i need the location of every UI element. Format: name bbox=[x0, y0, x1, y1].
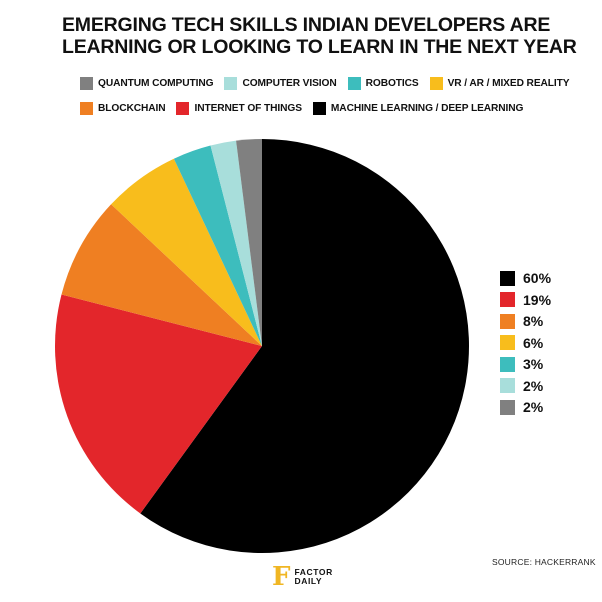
legend-swatch bbox=[312, 102, 326, 115]
pie-slice-quantum-computing bbox=[236, 139, 262, 346]
value-legend-item: 2% bbox=[500, 378, 551, 394]
pie-slice-vr-ar-mixed-reality bbox=[111, 158, 263, 346]
value-label: 60% bbox=[523, 270, 552, 286]
legend-item: ROBOTICS bbox=[347, 77, 419, 90]
legend-swatch bbox=[429, 77, 443, 90]
value-legend-item: 19% bbox=[500, 292, 551, 308]
legend-row: QUANTUM COMPUTING COMPUTER VISION ROBOTICS… bbox=[80, 76, 580, 91]
legend-swatch bbox=[176, 102, 190, 115]
pie-slice-blockchain bbox=[61, 204, 263, 346]
value-swatch bbox=[500, 335, 515, 350]
legend-row: BLOCKCHAIN INTERNET OF THINGS MACHINE LEAR… bbox=[80, 101, 580, 116]
category-legend: QUANTUM COMPUTING COMPUTER VISION ROBOTICS… bbox=[80, 76, 580, 126]
legend-item: INTERNET OF THINGS bbox=[176, 102, 302, 115]
value-swatch bbox=[500, 292, 515, 307]
value-swatch bbox=[500, 399, 515, 415]
pie-slice-machine-learning-deep-learning bbox=[140, 139, 470, 554]
factor-daily-logo: F FACTOR DAILY bbox=[272, 564, 333, 590]
legend-item: QUANTUM COMPUTING bbox=[80, 77, 214, 90]
value-label: 6% bbox=[523, 334, 544, 351]
chart-title-line-1: EMERGING TECH SKILLS INDIAN DEVELOPERS A… bbox=[62, 14, 551, 36]
legend-item: COMPUTER VISION bbox=[224, 77, 337, 90]
value-legend: 60% 19% 8% 6% 3% 2% 2% bbox=[500, 270, 551, 421]
value-label: 19% bbox=[523, 291, 552, 308]
value-label: 2% bbox=[523, 377, 544, 394]
value-swatch bbox=[500, 378, 515, 393]
value-swatch bbox=[500, 313, 515, 329]
legend-item: BLOCKCHAIN bbox=[80, 102, 166, 115]
value-label: 2% bbox=[523, 399, 544, 415]
value-legend-item: 3% bbox=[500, 356, 551, 372]
legend-swatch bbox=[80, 77, 93, 90]
legend-swatch bbox=[224, 77, 238, 90]
value-swatch bbox=[500, 270, 515, 286]
legend-item: MACHINE LEARNING / DEEP LEARNING bbox=[312, 102, 524, 115]
value-legend-item: 6% bbox=[500, 335, 551, 351]
chart-title-line-2: LEARNING OR LOOKING TO LEARN IN THE NEXT… bbox=[62, 36, 577, 58]
value-legend-item: 60% bbox=[500, 270, 551, 286]
logo-text-line-2: DAILY bbox=[294, 576, 323, 586]
legend-label: QUANTUM COMPUTING bbox=[98, 78, 214, 89]
legend-label: ROBOTICS bbox=[365, 78, 419, 89]
pie-chart bbox=[55, 139, 470, 554]
legend-swatch bbox=[347, 77, 361, 90]
value-label: 8% bbox=[523, 313, 544, 329]
legend-label: COMPUTER VISION bbox=[242, 78, 337, 89]
value-swatch bbox=[500, 356, 515, 372]
chart-title: EMERGING TECH SKILLS INDIAN DEVELOPERS A… bbox=[62, 14, 582, 58]
legend-label: VR / AR / MIXED REALITY bbox=[447, 78, 570, 89]
legend-label: BLOCKCHAIN bbox=[98, 103, 166, 114]
pie-slice-internet-of-things bbox=[55, 294, 263, 514]
pie-slice-robotics bbox=[173, 145, 262, 346]
legend-item: VR / AR / MIXED REALITY bbox=[429, 77, 570, 90]
logo-text-line-1: FACTOR bbox=[294, 567, 333, 577]
factor-daily-logo-mark: F bbox=[272, 562, 291, 592]
value-legend-item: 8% bbox=[500, 313, 551, 329]
pie-slice-computer-vision bbox=[210, 140, 262, 346]
legend-label: MACHINE LEARNING / DEEP LEARNING bbox=[330, 103, 524, 114]
legend-label: INTERNET OF THINGS bbox=[194, 103, 302, 114]
value-legend-item: 2% bbox=[500, 399, 551, 415]
legend-swatch bbox=[80, 102, 93, 115]
value-label: 3% bbox=[523, 356, 544, 372]
source-note: SOURCE: HACKERRANK bbox=[492, 557, 596, 567]
